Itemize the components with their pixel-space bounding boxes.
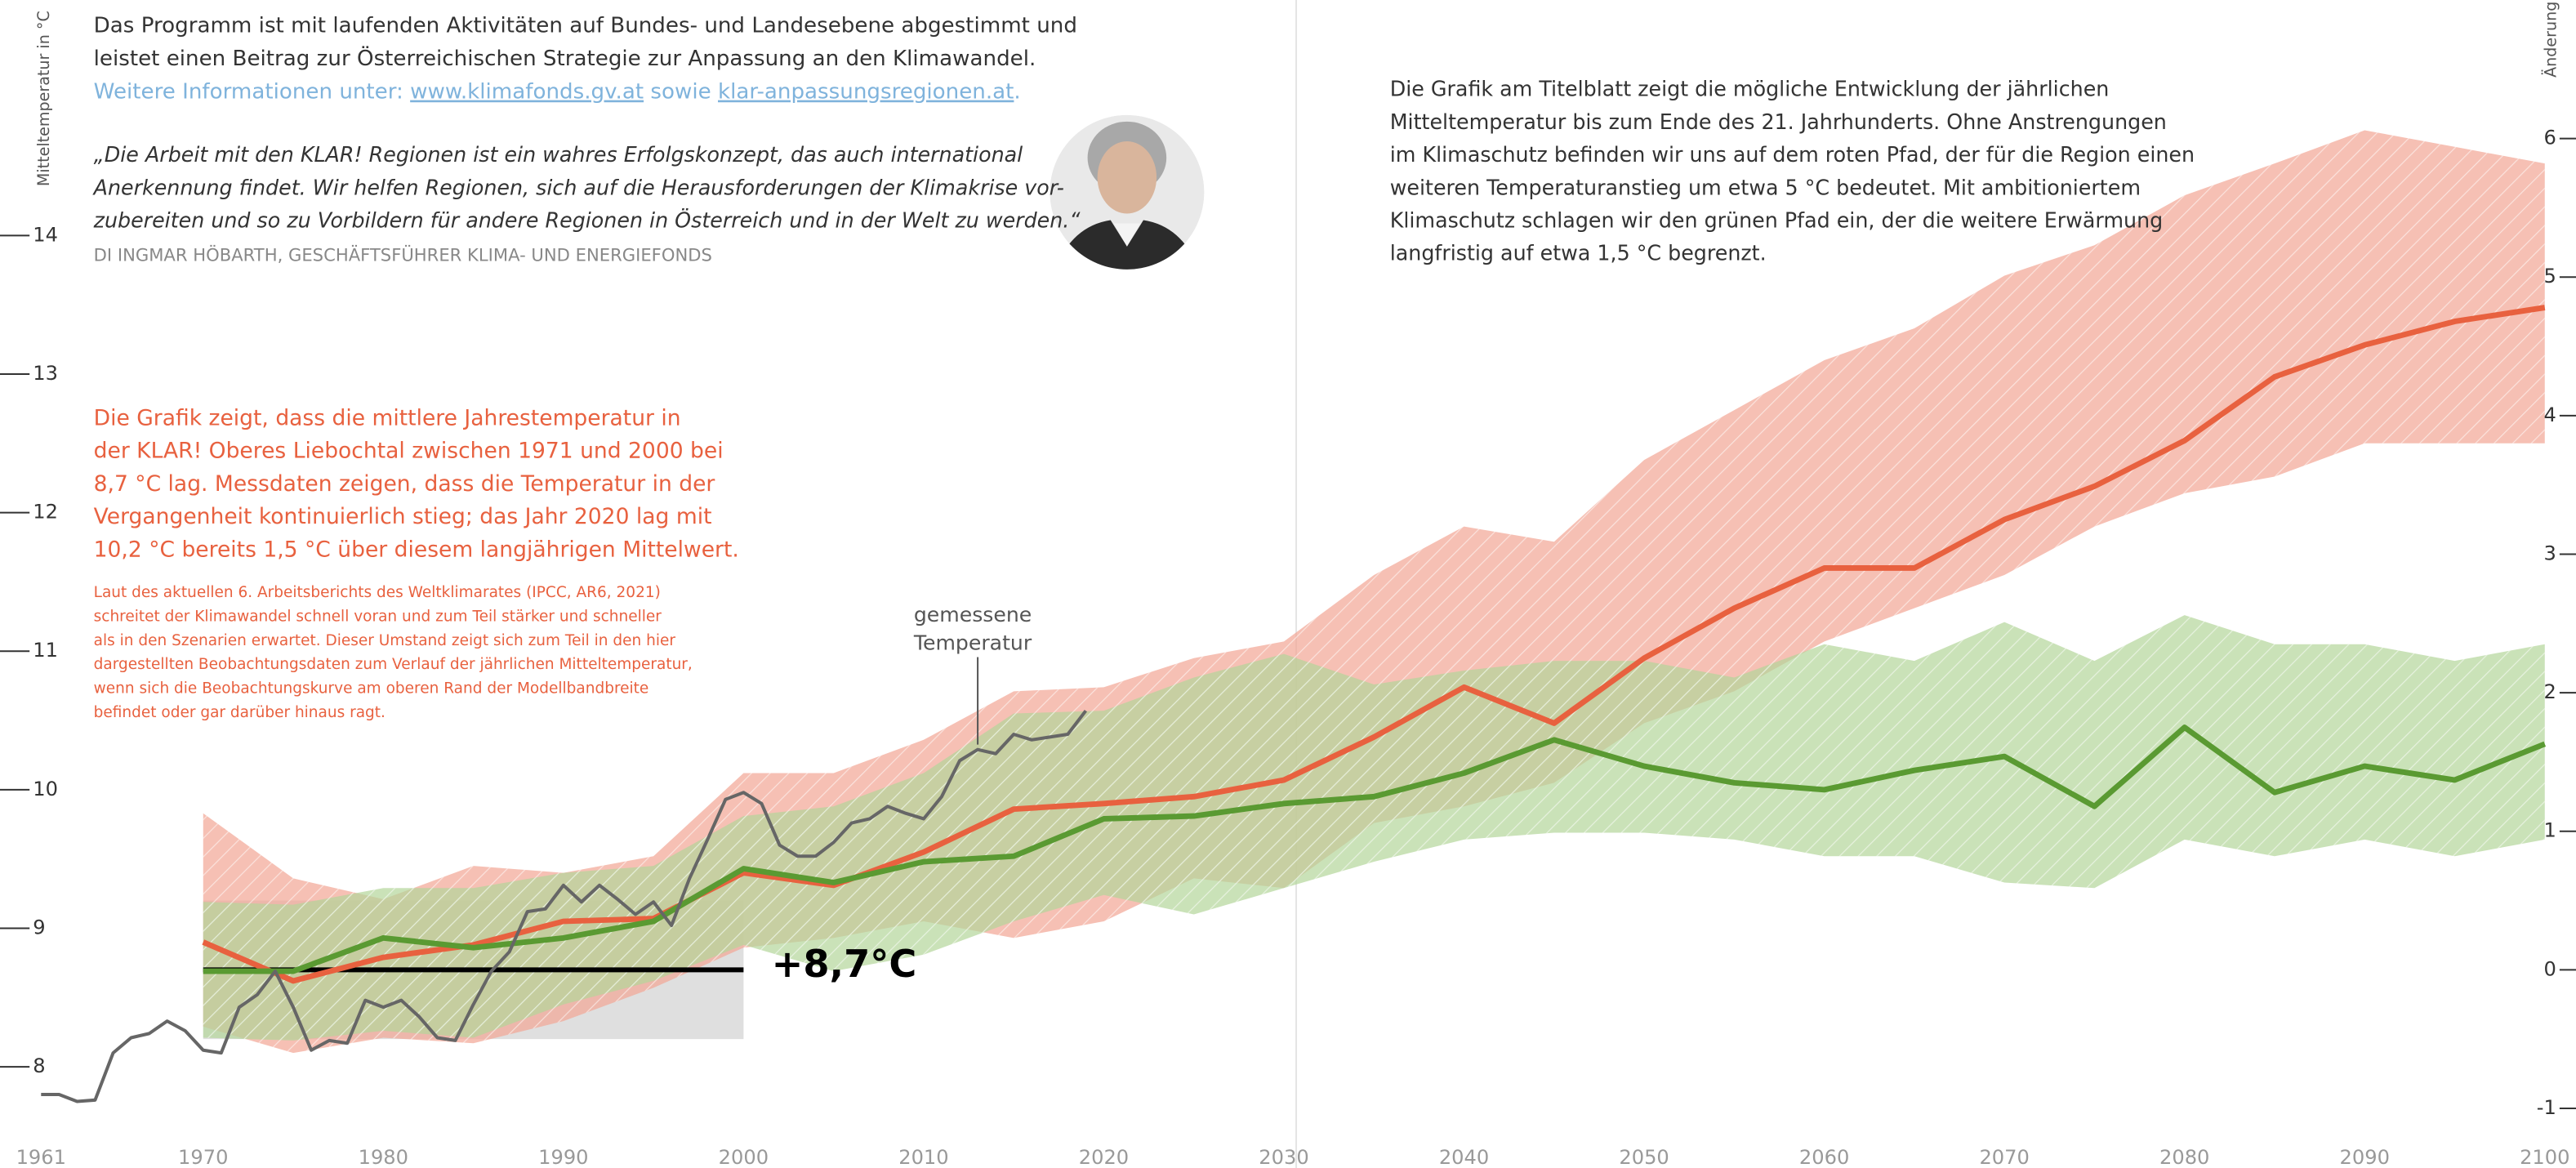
x-tick-label: 2000 (719, 1146, 769, 1168)
y-tick-label: 13 (33, 362, 58, 385)
quote-line: „Die Arbeit mit den KLAR! Regionen ist e… (94, 142, 1023, 167)
description-line: Die Grafik am Titelblatt zeigt die mögli… (1390, 77, 2110, 101)
note-line: Laut des aktuellen 6. Arbeitsberichts de… (94, 584, 661, 601)
page-canvas: +8,7°CgemesseneTemperatur196119701980199… (0, 0, 2576, 1168)
attribution: DI INGMAR HÖBARTH, GESCHÄFTSFÜHRER KLIMA… (94, 245, 712, 265)
x-tick-label: 1970 (178, 1146, 228, 1168)
y-tick-label: 9 (33, 916, 45, 938)
highlight-line: Vergangenheit kontinuierlich stieg; das … (94, 504, 712, 529)
x-tick-label: 1990 (538, 1146, 588, 1168)
y2-tick-label: 6 (2544, 127, 2556, 149)
note-line: dargestellten Beobachtungsdaten zum Verl… (94, 656, 693, 673)
y2-tick-label: 4 (2544, 403, 2556, 426)
page: {"document": { "intro": ["Das Programm i… (0, 0, 2576, 1168)
x-tick-label: 2010 (898, 1146, 948, 1168)
description-line: im Klimaschutz befinden wir uns auf dem … (1390, 142, 2195, 167)
highlight-line: 8,7 °C lag. Messdaten zeigen, dass die T… (94, 471, 715, 497)
x-tick-label: 1961 (16, 1146, 66, 1168)
highlight-line: 10,2 °C bereits 1,5 °C über diesem langj… (94, 537, 739, 562)
measured-label: gemessene (914, 603, 1032, 626)
x-tick-label: 2040 (1439, 1146, 1489, 1168)
y2-tick-label: 3 (2544, 542, 2556, 564)
description-line: Klimaschutz schlagen wir den grünen Pfad… (1390, 208, 2164, 233)
link-text: . (1014, 79, 1020, 104)
x-tick-label: 2050 (1619, 1146, 1669, 1168)
link-text: Weitere Informationen unter: (94, 79, 411, 104)
description-line: langfristig auf etwa 1,5 °C begrenzt. (1390, 241, 1767, 265)
y-tick-label: 14 (33, 223, 58, 246)
y-tick-label: 10 (33, 778, 58, 800)
y2-tick-label: 0 (2544, 957, 2556, 980)
intro-line: leistet einen Beitrag zur Österreichisch… (94, 45, 1036, 71)
x-tick-label: 2090 (2340, 1146, 2390, 1168)
y2-tick-label: 2 (2544, 680, 2556, 703)
description-line: weiteren Temperaturanstieg um etwa 5 °C … (1390, 175, 2141, 199)
quote-line: Anerkennung findet. Wir helfen Regionen,… (92, 175, 1064, 199)
description-line: Mitteltemperatur bis zum Ende des 21. Ja… (1390, 109, 2167, 134)
x-tick-label: 2080 (2159, 1146, 2209, 1168)
note-line: befindet oder gar darüber hinaus ragt. (94, 704, 386, 721)
highlight-line: Die Grafik zeigt, dass die mittlere Jahr… (94, 405, 681, 430)
note-line: als in den Szenarien erwartet. Dieser Um… (94, 632, 676, 649)
note-line: schreitet der Klimawandel schnell voran … (94, 608, 662, 625)
x-tick-label: 2020 (1079, 1146, 1129, 1168)
x-tick-label: 2060 (1799, 1146, 1849, 1168)
y-tick-label: 11 (33, 639, 58, 662)
x-tick-label: 2030 (1259, 1146, 1308, 1168)
x-tick-label: 1980 (359, 1146, 408, 1168)
link-text: sowie (644, 79, 718, 104)
link[interactable]: klar-anpassungsregionen.at (718, 79, 1014, 104)
x-tick-label: 2070 (1979, 1146, 2029, 1168)
reference-label: +8,7°C (772, 942, 917, 986)
note-line: wenn sich die Beobachtungskurve am obere… (94, 680, 649, 698)
y2-axis-title: Änderung (2541, 2, 2560, 78)
x-tick-label: 2100 (2520, 1146, 2569, 1168)
y-tick-label: 12 (33, 501, 58, 524)
measured-label: Temperatur (913, 631, 1032, 654)
y2-tick-label: -1 (2537, 1096, 2556, 1119)
y-tick-label: 8 (33, 1054, 45, 1077)
highlight-line: der KLAR! Oberes Liebochtal zwischen 197… (94, 439, 724, 464)
y2-tick-label: 1 (2544, 819, 2556, 842)
portrait (1050, 115, 1204, 279)
y-axis-title: Mitteltemperatur in °C (34, 11, 53, 186)
intro-line: Das Programm ist mit laufenden Aktivität… (94, 14, 1077, 38)
links-line: Weitere Informationen unter: www.klimafo… (94, 79, 1021, 104)
link[interactable]: www.klimafonds.gv.at (410, 79, 644, 104)
y2-tick-label: 5 (2544, 265, 2556, 288)
quote-line: zubereiten und so zu Vorbildern für ande… (93, 208, 1081, 233)
